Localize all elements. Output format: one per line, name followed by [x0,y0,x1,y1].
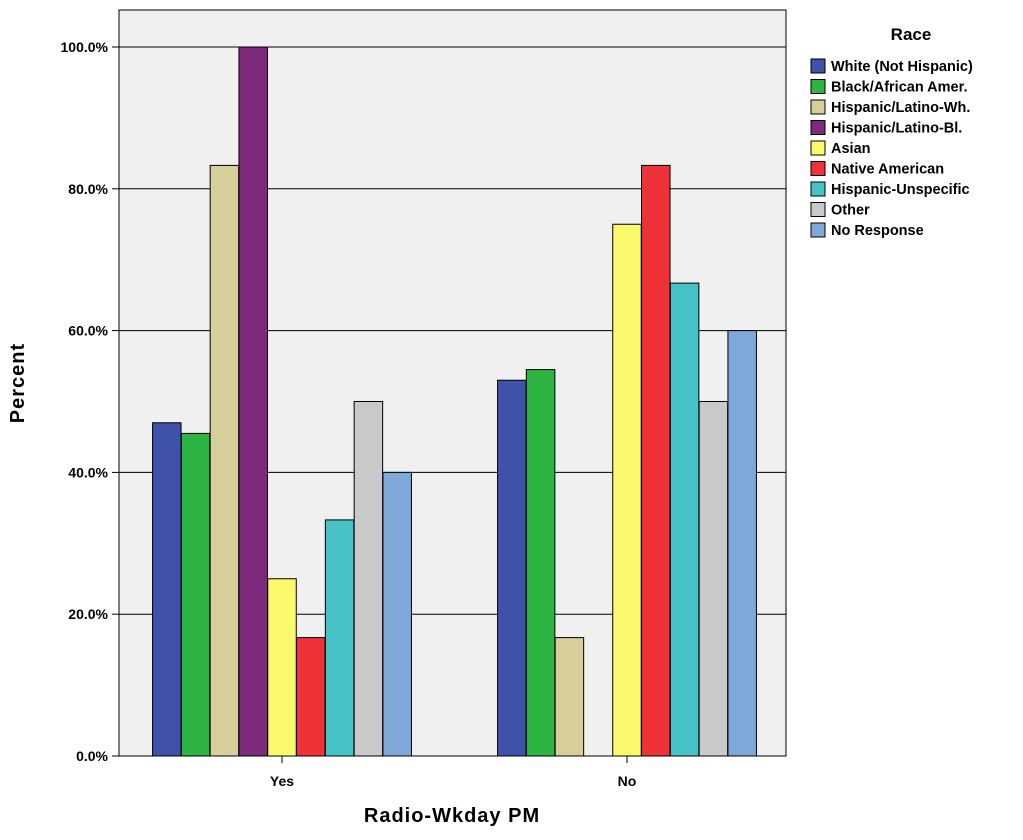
bar-yes-8 [353,401,384,757]
legend-swatch [810,161,826,176]
x-tick-label: Yes [270,773,294,789]
legend-swatch [810,140,826,156]
legend-label: Other [831,203,870,219]
x-axis: Yes No [270,756,636,789]
legend-label: Black/African Amer. [831,80,967,96]
legend-swatch [810,99,826,115]
bar-no-9 [727,330,757,757]
y-tick-label: 20.0% [68,606,108,622]
y-tick-label: 40.0% [68,464,108,480]
legend-label: Hispanic/Latino-Bl. [831,121,962,137]
legend-title: Race [891,25,932,44]
bar-yes-1 [152,422,182,757]
legend-swatch [810,79,826,94]
legend-label: Hispanic-Unspecific [831,182,970,198]
bar-no-2 [525,369,556,757]
legend-label: Native American [831,162,944,178]
bar-yes-5 [267,578,297,757]
bars [152,46,757,757]
y-tick-label: 0.0% [76,748,108,764]
bar-yes-4 [238,46,268,757]
y-axis: 0.0% 20.0% 40.0% 60.0% 80.0% 100.0% [61,39,119,764]
legend-label: White (Not Hispanic) [831,59,973,75]
bar-no-1 [497,379,527,757]
legend: Race White (Not Hispanic) Black/African A… [810,25,973,239]
bar-no-7 [669,282,700,757]
legend-swatch [810,202,826,217]
bar-yes-3 [209,164,240,757]
x-axis-title: Radio-Wkday PM [364,805,540,827]
bar-yes-6 [296,637,326,757]
legend-label: Asian [831,141,871,157]
legend-label: Hispanic/Latino-Wh. [831,100,970,116]
bar-yes-2 [180,432,211,757]
bar-no-3 [554,637,585,757]
y-tick-label: 80.0% [68,181,108,197]
legend-label: No Response [831,223,924,239]
bar-no-6 [641,164,671,757]
y-tick-label: 100.0% [61,39,109,55]
bar-no-5 [612,223,642,757]
x-tick-label: No [618,773,637,789]
legend-swatch [810,58,826,74]
y-tick-label: 60.0% [68,323,108,339]
legend-swatch [810,222,826,238]
legend-swatch [810,181,826,197]
bar-yes-9 [382,471,412,757]
bar-yes-7 [324,519,355,757]
legend-swatch [810,120,826,135]
y-axis-title: Percent [7,343,29,423]
bar-no-8 [698,401,729,757]
